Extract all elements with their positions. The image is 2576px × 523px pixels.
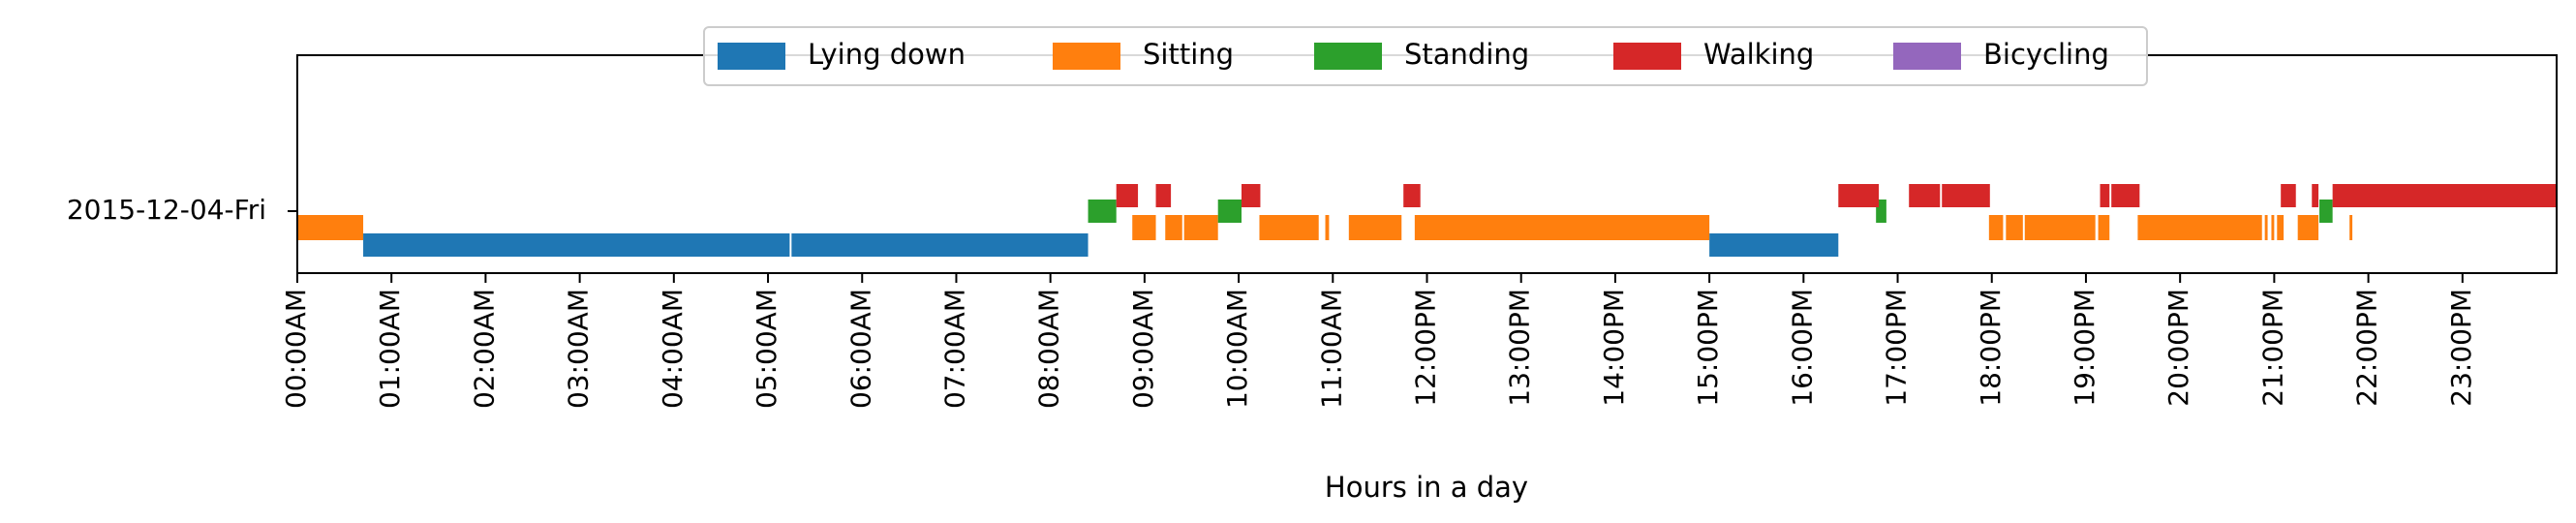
bar-sitting-10	[2024, 215, 2096, 240]
x-tick-label: 08:00AM	[1033, 289, 1065, 409]
bar-sitting-9	[2006, 215, 2023, 240]
x-tick-label: 11:00AM	[1315, 289, 1347, 409]
bar-walking-7	[2100, 184, 2110, 207]
bar-walking-11	[2332, 184, 2557, 207]
bar-walking-2	[1241, 184, 1261, 207]
bar-walking-8	[2111, 184, 2140, 207]
x-tick-label: 18:00PM	[1975, 289, 2007, 407]
y-axis: 2015-12-04-Fri	[67, 194, 297, 226]
bar-standing-0	[1088, 200, 1117, 223]
bar-standing-2	[1876, 200, 1886, 223]
bar-lying-down-2	[1709, 233, 1839, 257]
legend-label-walking: Walking	[1703, 38, 1814, 71]
bar-sitting-5	[1325, 215, 1330, 240]
bar-sitting-11	[2098, 215, 2110, 240]
legend-swatch-standing	[1314, 43, 1382, 70]
legend-box	[703, 26, 2148, 86]
x-tick-label: 16:00PM	[1786, 289, 1818, 407]
bar-sitting-15	[2277, 215, 2285, 240]
legend-label-sitting: Sitting	[1143, 38, 1234, 71]
x-tick-label: 05:00AM	[751, 289, 782, 409]
bar-sitting-7	[1414, 215, 1710, 240]
x-tick-label: 13:00PM	[1504, 289, 1536, 407]
legend-swatch-bicycling	[1893, 43, 1961, 70]
bar-standing-1	[1217, 200, 1242, 223]
bar-sitting-6	[1348, 215, 1402, 240]
legend-swatch-lying-down	[718, 43, 785, 70]
x-tick-label: 17:00PM	[1881, 289, 1913, 407]
x-axis-label: Hours in a day	[1325, 471, 1528, 504]
bar-sitting-2	[1165, 215, 1182, 240]
bar-sitting-4	[1259, 215, 1319, 240]
bar-walking-5	[1909, 184, 1941, 207]
x-tick-label: 20:00PM	[2162, 289, 2194, 407]
bar-walking-10	[2312, 184, 2319, 207]
bar-sitting-8	[1988, 215, 2004, 240]
x-tick-label: 23:00PM	[2445, 289, 2477, 407]
x-tick-label: 19:00PM	[2069, 289, 2101, 407]
x-tick-label: 15:00PM	[1692, 289, 1724, 407]
x-tick-label: 04:00AM	[657, 289, 689, 409]
bar-walking-9	[2281, 184, 2296, 207]
bar-walking-1	[1155, 184, 1172, 207]
x-tick-label: 21:00PM	[2256, 289, 2288, 407]
bar-sitting-1	[1132, 215, 1156, 240]
bar-walking-3	[1403, 184, 1421, 207]
legend: Lying down Sitting Standing Walking Bicyclin…	[703, 26, 2148, 86]
activity-bars	[297, 184, 2557, 257]
legend-swatch-walking	[1613, 43, 1681, 70]
bar-sitting-12	[2137, 215, 2262, 240]
legend-label-bicycling: Bicycling	[1983, 38, 2109, 71]
x-tick-label: 10:00AM	[1221, 289, 1253, 409]
bar-sitting-13	[2264, 215, 2268, 240]
bar-sitting-3	[1183, 215, 1218, 240]
legend-swatch-sitting	[1053, 43, 1120, 70]
bar-lying-down-0	[363, 233, 790, 257]
bar-lying-down-1	[791, 233, 1089, 257]
bar-sitting-17	[2349, 215, 2353, 240]
bar-walking-6	[1942, 184, 1990, 207]
x-tick-label: 22:00PM	[2351, 289, 2383, 407]
bar-sitting-16	[2297, 215, 2319, 240]
legend-label-lying-down: Lying down	[808, 38, 966, 71]
x-tick-label: 01:00AM	[374, 289, 406, 409]
x-tick-label: 06:00AM	[844, 289, 876, 409]
x-tick-label: 02:00AM	[468, 289, 500, 409]
bar-walking-4	[1838, 184, 1880, 207]
legend-label-standing: Standing	[1404, 38, 1529, 71]
bar-walking-0	[1116, 184, 1139, 207]
x-tick-label: 12:00PM	[1410, 289, 1442, 407]
y-tick-label: 2015-12-04-Fri	[67, 194, 266, 226]
x-tick-label: 03:00AM	[563, 289, 595, 409]
bar-sitting-0	[297, 215, 364, 240]
x-tick-label: 14:00PM	[1598, 289, 1630, 407]
bar-sitting-14	[2271, 215, 2275, 240]
x-tick-label: 09:00AM	[1127, 289, 1159, 409]
bar-standing-3	[2319, 200, 2333, 223]
x-tick-label: 07:00AM	[938, 289, 970, 409]
x-tick-label: 00:00AM	[280, 289, 312, 409]
x-axis: 00:00AM 01:00AM 02:00AM 03:00AM 04:00AM 05:00…	[280, 273, 2477, 409]
